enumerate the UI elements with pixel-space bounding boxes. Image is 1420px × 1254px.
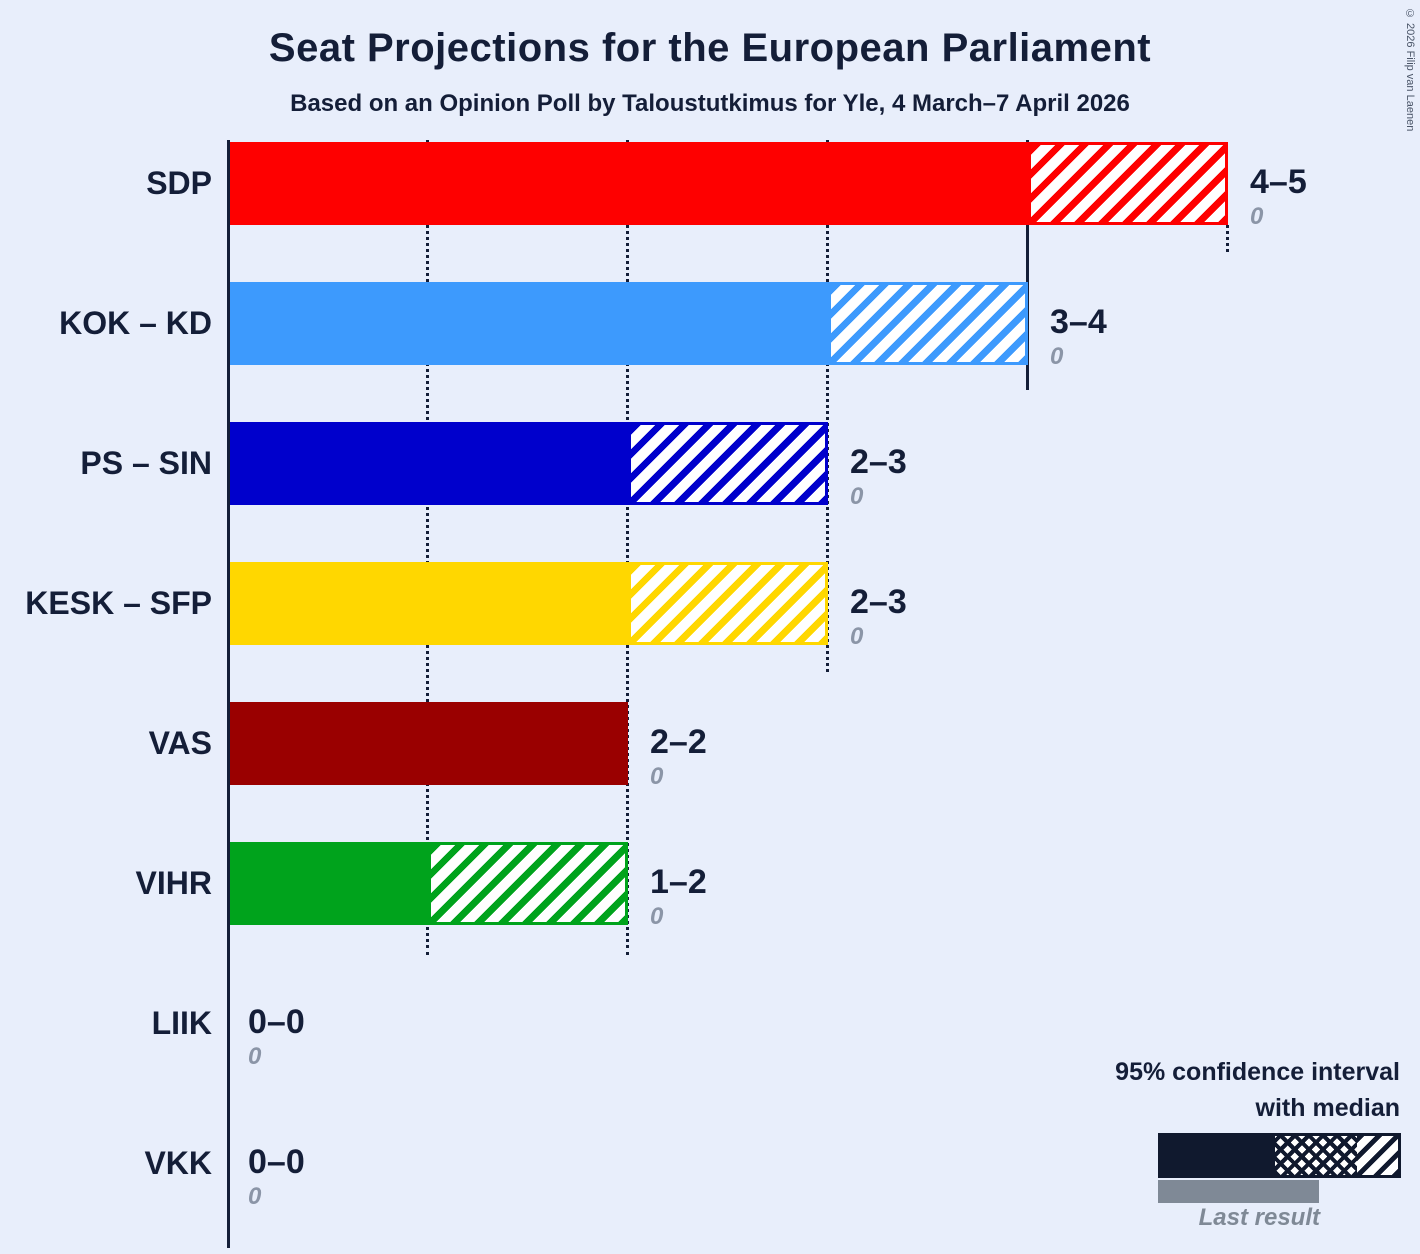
party-label-sdp: SDP (146, 165, 212, 201)
party-label-vas: VAS (148, 725, 212, 761)
seat-range-label: 3–4 (1050, 303, 1107, 341)
bar-row-vas: VAS 2–2 0 (0, 702, 1420, 790)
gridline-seat-3 (826, 140, 829, 672)
bar-row-kesk-sfp: KESK – SFP 2–3 0 (0, 562, 1420, 650)
seat-bar-kok-kd (228, 282, 1028, 365)
bar-median-segment (228, 422, 628, 505)
seat-bar-ps-sin (228, 422, 828, 505)
legend-ci-sample-bar (1158, 1133, 1401, 1178)
legend-ci-text-line1: 95% confidence interval (1115, 1058, 1400, 1086)
legend-crosshatch-segment (1275, 1136, 1357, 1175)
last-result-value: 0 (248, 1043, 262, 1070)
gridline-seat-1 (426, 140, 429, 955)
bar-confidence-segment (828, 282, 1028, 365)
bar-row-liik: LIIK 0–0 0 (0, 982, 1420, 1070)
bar-row-kok-kd: KOK – KD 3–4 0 (0, 282, 1420, 370)
bar-row-ps-sin: PS – SIN 2–3 0 (0, 422, 1420, 510)
party-label-kesk-sfp: KESK – SFP (25, 585, 212, 621)
bar-confidence-segment (628, 562, 828, 645)
bar-confidence-segment (428, 842, 628, 925)
bar-median-segment (228, 842, 428, 925)
chart-subtitle: Based on an Opinion Poll by Taloustutkim… (290, 90, 1130, 117)
chart-title: Seat Projections for the European Parlia… (268, 26, 1152, 70)
seat-bar-sdp (228, 142, 1228, 225)
party-label-ps-sin: PS – SIN (80, 445, 212, 481)
seat-bar-vihr (228, 842, 628, 925)
y-axis-line (227, 140, 230, 1248)
seat-range-label: 0–0 (248, 1143, 305, 1181)
last-result-value: 0 (1250, 203, 1264, 230)
bar-median-segment (228, 562, 628, 645)
copyright-note: © 2026 Filip van Laenen (1404, 8, 1416, 132)
party-label-kok-kd: KOK – KD (59, 305, 212, 341)
bar-confidence-segment (1028, 142, 1228, 225)
legend-ci-text-line2: with median (1255, 1094, 1400, 1122)
last-result-value: 0 (850, 483, 864, 510)
seat-range-label: 2–2 (650, 723, 707, 761)
last-result-value: 0 (248, 1183, 262, 1210)
seat-range-label: 2–3 (850, 443, 907, 481)
value-block-vkk: 0–0 0 (248, 1144, 305, 1210)
gridline-seat-4 (1026, 140, 1029, 390)
seat-range-label: 2–3 (850, 583, 907, 621)
party-label-vkk: VKK (144, 1145, 212, 1181)
last-result-value: 0 (850, 623, 864, 650)
party-label-vihr: VIHR (135, 865, 212, 901)
seat-bar-vas (228, 702, 628, 785)
party-label-liik: LIIK (151, 1005, 212, 1041)
gridline-seat-5 (1226, 225, 1229, 252)
last-result-value: 0 (1050, 343, 1064, 370)
value-block-ps-sin: 2–3 0 (850, 444, 907, 510)
value-block-vihr: 1–2 0 (650, 864, 707, 930)
value-block-kok-kd: 3–4 0 (1050, 304, 1107, 370)
value-block-vas: 2–2 0 (650, 724, 707, 790)
seat-range-label: 4–5 (1250, 163, 1307, 201)
bar-confidence-segment (628, 422, 828, 505)
bar-median-segment (228, 142, 1028, 225)
value-block-sdp: 4–5 0 (1250, 164, 1307, 230)
value-block-liik: 0–0 0 (248, 1004, 305, 1070)
gridline-seat-2 (626, 140, 629, 955)
legend-last-result-label: Last result (1198, 1204, 1320, 1231)
bar-row-sdp: SDP 4–5 0 (0, 142, 1420, 230)
bar-row-vihr: VIHR 1–2 0 (0, 842, 1420, 930)
legend-last-result-bar (1158, 1180, 1319, 1203)
legend-diagonal-segment (1357, 1136, 1398, 1175)
legend-median-segment (1161, 1136, 1275, 1175)
value-block-kesk-sfp: 2–3 0 (850, 584, 907, 650)
bar-row-vkk: VKK 0–0 0 (0, 1122, 1420, 1210)
last-result-value: 0 (650, 903, 664, 930)
bar-median-segment (228, 282, 828, 365)
seat-range-label: 0–0 (248, 1003, 305, 1041)
last-result-value: 0 (650, 763, 664, 790)
bar-median-segment (228, 702, 628, 785)
seat-bar-kesk-sfp (228, 562, 828, 645)
seat-range-label: 1–2 (650, 863, 707, 901)
